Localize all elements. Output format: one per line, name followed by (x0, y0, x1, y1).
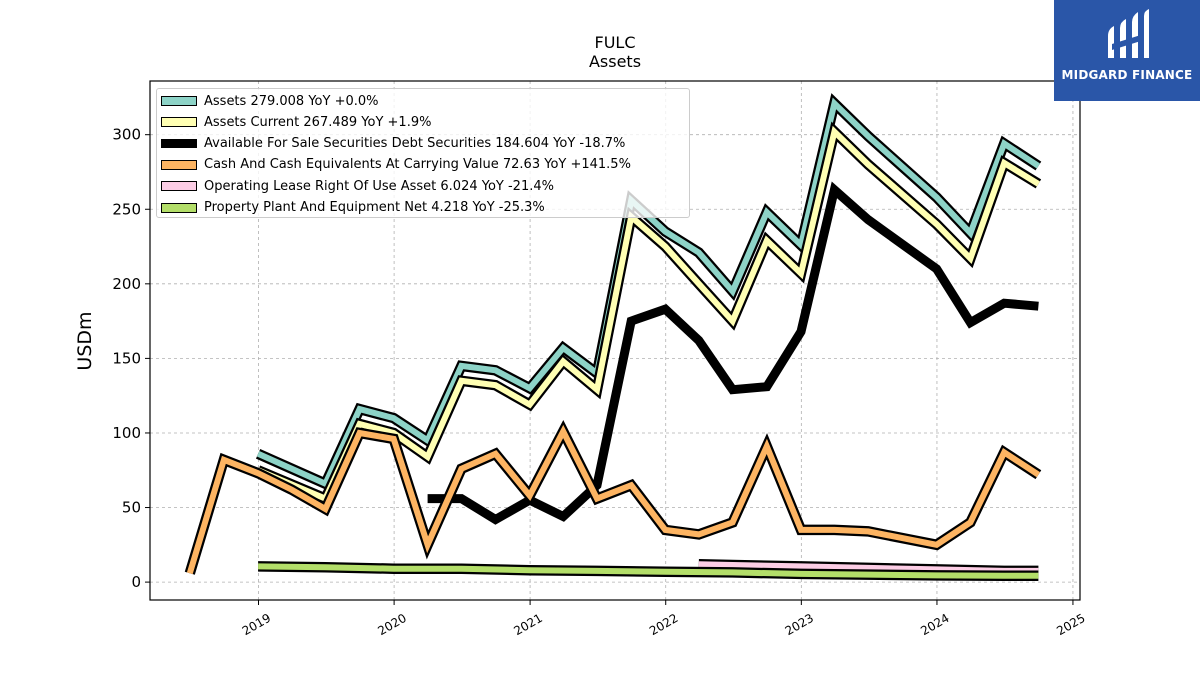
series-line-2 (427, 181, 1039, 525)
y-tick-label: 200 (112, 275, 141, 293)
y-tick-label: 100 (112, 424, 141, 442)
x-tick-label: 2020 (375, 611, 408, 638)
legend-swatch (161, 96, 197, 106)
legend-item: Operating Lease Right Of Use Asset 6.024… (157, 176, 554, 196)
x-tick-label: 2022 (647, 611, 680, 638)
legend-swatch (161, 139, 197, 149)
chart-legend: Assets 279.008 YoY +0.0% Assets Current 2… (156, 88, 690, 218)
brand-name: MIDGARD FINANCE (1061, 68, 1193, 82)
y-tick-label: 300 (112, 126, 141, 144)
x-tick-label: 2024 (918, 611, 951, 638)
y-axis-label: USDm (74, 311, 96, 370)
chart-subtitle: Assets (589, 52, 641, 71)
series-line-3 (186, 424, 1041, 575)
y-tick-label: 0 (131, 573, 141, 591)
legend-item: Assets 279.008 YoY +0.0% (157, 91, 379, 111)
legend-label: Operating Lease Right Of Use Asset 6.024… (204, 178, 554, 194)
legend-item: Available For Sale Securities Debt Secur… (157, 134, 625, 154)
y-tick-label: 150 (112, 349, 141, 367)
x-tick-label: 2019 (240, 611, 273, 638)
brand-logo-icon (1108, 9, 1149, 58)
x-axis-ticks: 2019 2020 2021 2022 2023 2024 2025 (240, 600, 1088, 638)
legend-item: Cash And Cash Equivalents At Carrying Va… (157, 155, 631, 175)
legend-label: Assets 279.008 YoY +0.0% (204, 93, 379, 109)
legend-swatch (161, 159, 197, 170)
legend-swatch (161, 202, 197, 213)
x-tick-label: 2021 (511, 611, 544, 638)
legend-swatch (161, 117, 197, 128)
legend-label: Cash And Cash Equivalents At Carrying Va… (204, 157, 631, 173)
legend-label: Available For Sale Securities Debt Secur… (204, 136, 626, 152)
series-line-1 (256, 125, 1040, 503)
y-tick-label: 50 (122, 499, 141, 517)
legend-swatch (161, 181, 197, 192)
legend-label: Assets Current 267.489 YoY +1.9% (204, 114, 432, 130)
x-tick-label: 2025 (1054, 611, 1087, 638)
legend-item: Assets Current 267.489 YoY +1.9% (157, 112, 431, 132)
series-line-5 (258, 563, 1039, 579)
legend-item: Property Plant And Equipment Net 4.218 Y… (157, 198, 545, 218)
plot-frame (149, 80, 1081, 601)
y-tick-label: 250 (112, 200, 141, 218)
chart-title: FULC (595, 33, 636, 52)
x-tick-label: 2023 (783, 611, 816, 638)
brand-logo: MIDGARD FINANCE (1054, 0, 1200, 101)
y-axis-ticks: 0 50 100 150 200 250 300 (112, 126, 150, 591)
legend-label: Property Plant And Equipment Net 4.218 Y… (204, 200, 545, 215)
